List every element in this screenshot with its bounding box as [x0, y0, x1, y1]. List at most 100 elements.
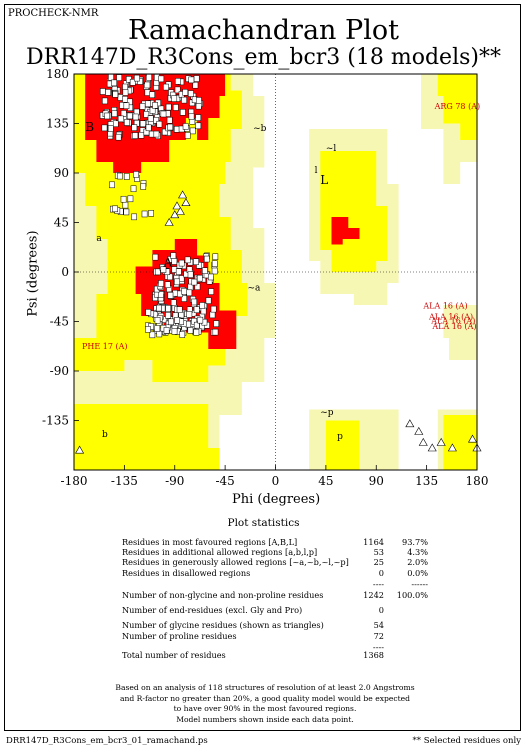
x-tick-label: -180 [61, 474, 88, 488]
stats-row-count: 0 [378, 605, 384, 615]
residue-point [120, 110, 127, 117]
stats-row-count: 1242 [363, 590, 384, 600]
residue-point [171, 95, 178, 102]
axis-lines [74, 74, 477, 470]
residue-point [105, 89, 111, 96]
region-label: b [102, 430, 108, 440]
glycine-triangle [164, 217, 174, 226]
residue-point [196, 262, 202, 269]
residue-point [193, 329, 200, 336]
residue-point [145, 326, 151, 333]
residue-point [199, 302, 206, 309]
stats-row: Number of glycine residues (shown as tri… [122, 620, 442, 631]
residue-point [170, 299, 177, 307]
residue-annotation: ARG 78 (A) [434, 102, 480, 111]
residue-point [210, 305, 217, 313]
residue-point [194, 283, 201, 290]
region-label: L [320, 173, 328, 187]
residue-point [174, 317, 180, 324]
ramachandran-chart: ARG 78 (A)ALA 16 (A)ALA 16 (A)ALA 16 (A)… [42, 67, 488, 488]
stats-row: ---- [122, 642, 442, 653]
residue-point [208, 288, 215, 295]
residue-point [123, 173, 130, 180]
residue-point [175, 78, 181, 85]
residue-point [156, 304, 162, 312]
glycine-triangle [75, 445, 85, 454]
residue-point [204, 255, 210, 263]
residue-point [107, 125, 114, 132]
additional-allowed-region [325, 420, 360, 470]
residue-point [165, 103, 172, 111]
residue-point [108, 74, 114, 81]
axes-layer: -180 -135 -90 -45 0 45 90 135 180 180 135 90 45 0 -45 -… [42, 67, 488, 488]
residue-point [126, 112, 133, 120]
x-tick-label: -45 [215, 474, 234, 488]
residue-point [112, 120, 119, 127]
data-point-layer: ARG 78 (A)ALA 16 (A)ALA 16 (A)ALA 16 (A)… [75, 74, 482, 454]
residue-point [139, 103, 146, 110]
x-tick-label: 0 [272, 474, 280, 488]
residue-point [195, 114, 202, 121]
residue-point [182, 89, 189, 96]
x-axis-label: Phi (degrees) [232, 492, 321, 507]
residue-point [158, 291, 164, 298]
glycine-triangle [405, 419, 415, 428]
residue-point [174, 86, 181, 94]
stats-row: Number of proline residues 72 [122, 631, 442, 642]
residue-point [193, 258, 199, 265]
stats-row: Residues in most favoured regions [A,B,L… [122, 537, 442, 548]
residue-annotation: ALA 16 (A) [422, 301, 467, 310]
residue-point [212, 253, 219, 261]
residue-point [163, 83, 169, 91]
residue-point [212, 328, 219, 336]
footnote-line: Based on an analysis of 118 structures o… [115, 683, 415, 692]
footnote-line: and R-factor no greater than 20%, a good… [119, 693, 410, 703]
residue-point [171, 258, 178, 265]
residue-point [102, 97, 108, 105]
glycine-triangle [468, 434, 478, 443]
glycine-triangle [172, 201, 182, 210]
stats-row-count: ---- [372, 579, 384, 589]
residue-point [182, 123, 189, 130]
region-label: ~l [326, 144, 337, 154]
residue-point [123, 102, 130, 109]
residue-point [188, 113, 195, 120]
residue-point [144, 81, 151, 89]
stats-row-count: 25 [373, 557, 384, 567]
residue-point [208, 273, 214, 281]
stats-row-count: 1368 [363, 650, 384, 660]
residue-point [116, 74, 123, 81]
stats-row-percent: 2.0% [407, 557, 428, 567]
glycine-triangle [436, 437, 446, 446]
additional-allowed-region [74, 404, 220, 470]
x-tick-label: 180 [466, 474, 489, 488]
program-name: PROCHECK-NMR [8, 8, 99, 19]
stats-row: Residues in additional allowed regions [… [122, 547, 442, 558]
residue-point [111, 79, 117, 87]
plot-subtitle: DRR147D_R3Cons_em_bcr3 (18 models)** [26, 45, 501, 70]
plot-title: Ramachandran Plot [128, 15, 399, 46]
residue-point [160, 266, 167, 273]
residue-point [167, 292, 174, 299]
residue-point [191, 298, 198, 306]
additional-allowed-region [437, 74, 477, 140]
residue-point [124, 119, 130, 126]
residue-point [195, 122, 202, 130]
most-favoured-region [331, 217, 360, 245]
residue-point [173, 126, 180, 133]
y-tick-label: 90 [54, 166, 69, 180]
residue-point [153, 130, 160, 138]
residue-point [134, 74, 140, 82]
residue-point [122, 201, 129, 209]
residue-point [126, 98, 133, 106]
residue-point [167, 123, 174, 131]
residue-point [143, 111, 150, 118]
stats-row-label: Number of proline residues [122, 631, 237, 641]
glycine-triangle [418, 437, 428, 446]
stats-row: Residues in generously allowed regions [… [122, 557, 442, 568]
residue-point [184, 132, 191, 139]
residue-point [193, 75, 200, 82]
glycine-triangle [414, 426, 424, 435]
residue-point [200, 307, 207, 315]
stats-row-label: Residues in additional allowed regions [… [122, 547, 318, 557]
